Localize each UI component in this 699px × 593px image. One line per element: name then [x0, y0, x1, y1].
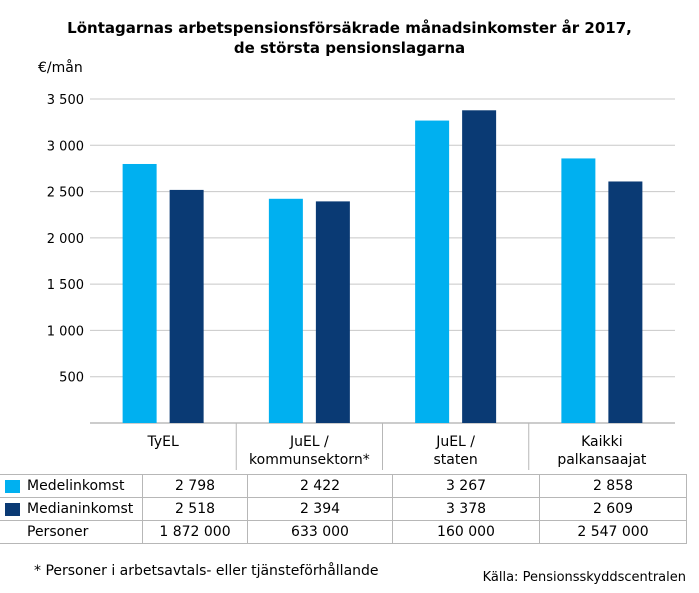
table-cell: 2 858	[539, 474, 687, 498]
table-row: Personer 1 872 000 633 000 160 000 2 547 000	[0, 520, 687, 544]
table-row-label-cell: Medelinkomst	[0, 474, 143, 498]
table-row-label: Medianinkomst	[27, 501, 134, 517]
bar-medelinkomst	[268, 198, 303, 423]
chart-title: Löntagarnas arbetspensionsförsäkrade mån…	[0, 18, 699, 58]
footnote: * Personer i arbetsavtals- eller tjänste…	[34, 563, 379, 579]
bar-medelinkomst	[122, 163, 157, 423]
y-tick-label: 3 500	[47, 93, 84, 108]
y-tick-label: 2 000	[47, 232, 84, 247]
table-row-label: Medelinkomst	[27, 478, 125, 494]
x-category-label: kommunsektorn*	[249, 452, 370, 468]
table-cell: 2 422	[247, 474, 393, 498]
y-tick-label: 1 500	[47, 278, 84, 293]
table-row-label-cell: Personer	[0, 520, 143, 544]
table-cell: 3 378	[392, 497, 540, 521]
chart-title-line-2: de största pensionslagarna	[233, 39, 466, 57]
table-cell: 2 798	[142, 474, 248, 498]
table-cell: 1 872 000	[142, 520, 248, 544]
bar-medelinkomst	[561, 158, 596, 424]
y-axis-unit-label: €/mån	[38, 60, 83, 76]
table-row-label: Personer	[27, 524, 89, 540]
y-tick-label: 500	[59, 371, 84, 386]
table-cell: 160 000	[392, 520, 540, 544]
data-table: Medelinkomst 2 798 2 422 3 267 2 858 Medianin…	[0, 474, 687, 544]
x-category-label: staten	[433, 452, 477, 468]
table-row-label-cell: Medianinkomst	[0, 497, 143, 521]
x-category-label: Kaikki	[581, 434, 623, 450]
table-cell: 3 267	[392, 474, 540, 498]
bar-medianinkomst	[608, 181, 643, 423]
bar-medelinkomst	[415, 120, 450, 423]
x-category-label: TyEL	[146, 434, 179, 450]
x-category-label: JuEL /	[289, 434, 329, 450]
x-category-label: JuEL /	[435, 434, 475, 450]
source-note: Källa: Pensionsskyddscentralen	[482, 570, 686, 585]
y-tick-label: 1 000	[47, 324, 84, 339]
bar-chart: 500 1 000 1 500 2 000 2 500 3 000 3 500 TyEL JuE…	[47, 93, 675, 470]
table-row: Medelinkomst 2 798 2 422 3 267 2 858	[0, 474, 687, 498]
x-category-label: palkansaajat	[557, 452, 647, 468]
table-row: Medianinkomst 2 518 2 394 3 378 2 609	[0, 497, 687, 521]
table-cell: 2 547 000	[539, 520, 687, 544]
y-tick-label: 3 000	[47, 139, 84, 154]
bar-medianinkomst	[169, 189, 204, 423]
bar-medianinkomst	[462, 110, 497, 424]
legend-swatch	[5, 502, 20, 516]
table-cell: 2 518	[142, 497, 248, 521]
table-cell: 2 609	[539, 497, 687, 521]
bar-medianinkomst	[315, 201, 350, 423]
table-cell: 2 394	[247, 497, 393, 521]
legend-swatch	[5, 479, 20, 493]
y-tick-label: 2 500	[47, 186, 84, 201]
table-cell: 633 000	[247, 520, 393, 544]
chart-title-line-1: Löntagarnas arbetspensionsförsäkrade mån…	[67, 19, 632, 37]
